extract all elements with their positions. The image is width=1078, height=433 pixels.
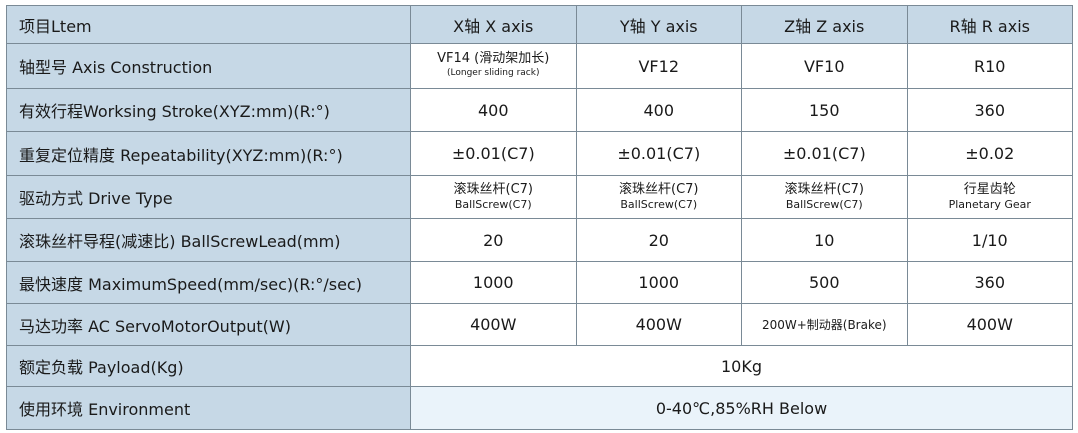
- cell-drive-x: 滚珠丝杆(C7) BallScrew(C7): [410, 175, 577, 219]
- cell-drive-r: 行星齿轮 Planetary Gear: [906, 175, 1073, 219]
- cell-lead-r: 1/10: [906, 218, 1073, 262]
- cell-drive-z-line2: BallScrew(C7): [785, 198, 863, 211]
- row-label-construction: 轴型号 Axis Construction: [6, 43, 411, 89]
- row-payload: 额定负载 Payload(Kg) 10Kg: [6, 345, 1073, 387]
- cell-speed-x: 1000: [410, 261, 577, 304]
- cell-payload-value: 10Kg: [410, 345, 1073, 387]
- cell-drive-r-line1: 行星齿轮: [963, 182, 1016, 197]
- cell-construction-x: VF14 (滑动架加长) (Longer sliding rack): [410, 43, 577, 89]
- row-working-stroke: 有效行程Worksing Stroke(XYZ:mm)(R:°) 400 400…: [6, 88, 1073, 132]
- row-label-speed: 最快速度 MaximumSpeed(mm/sec)(R:°/sec): [6, 261, 411, 304]
- row-label-motor: 马达功率 AC ServoMotorOutput(W): [6, 303, 411, 346]
- cell-environment-value: 0-40℃,85%RH Below: [410, 386, 1073, 430]
- cell-stroke-y: 400: [575, 88, 742, 132]
- cell-stroke-x: 400: [410, 88, 577, 132]
- cell-lead-y: 20: [575, 218, 742, 262]
- cell-motor-y: 400W: [575, 303, 742, 346]
- spec-table: 项目Ltem X轴 X axis Y轴 Y axis Z轴 Z axis R轴 …: [6, 5, 1073, 430]
- cell-construction-z: VF10: [741, 43, 908, 89]
- header-row: 项目Ltem X轴 X axis Y轴 Y axis Z轴 Z axis R轴 …: [6, 5, 1073, 44]
- cell-drive-x-line1: 滚珠丝杆(C7): [453, 182, 534, 197]
- cell-drive-y: 滚珠丝杆(C7) BallScrew(C7): [575, 175, 742, 219]
- row-drive-type: 驱动方式 Drive Type 滚珠丝杆(C7) BallScrew(C7) 滚…: [6, 175, 1073, 219]
- row-axis-construction: 轴型号 Axis Construction VF14 (滑动架加长) (Long…: [6, 43, 1073, 89]
- row-motor-output: 马达功率 AC ServoMotorOutput(W) 400W 400W 20…: [6, 303, 1073, 346]
- cell-drive-y-line2: BallScrew(C7): [620, 198, 698, 211]
- header-r-axis: R轴 R axis: [906, 5, 1073, 44]
- cell-lead-z: 10: [741, 218, 908, 262]
- cell-lead-x: 20: [410, 218, 577, 262]
- row-repeatability: 重复定位精度 Repeatability(XYZ:mm)(R:°) ±0.01(…: [6, 131, 1073, 176]
- cell-construction-x-line2: (Longer sliding rack): [447, 68, 540, 78]
- cell-speed-y: 1000: [575, 261, 742, 304]
- header-x-axis: X轴 X axis: [410, 5, 577, 44]
- cell-stroke-r: 360: [906, 88, 1073, 132]
- header-z-axis: Z轴 Z axis: [741, 5, 908, 44]
- cell-motor-x: 400W: [410, 303, 577, 346]
- cell-drive-x-line2: BallScrew(C7): [454, 198, 532, 211]
- cell-speed-z: 500: [741, 261, 908, 304]
- cell-stroke-z: 150: [741, 88, 908, 132]
- header-y-axis: Y轴 Y axis: [575, 5, 742, 44]
- cell-motor-z: 200W+制动器(Brake): [741, 303, 908, 346]
- cell-drive-r-line2: Planetary Gear: [948, 198, 1031, 211]
- cell-repeatability-x: ±0.01(C7): [410, 131, 577, 176]
- cell-construction-r: R10: [906, 43, 1073, 89]
- row-maximum-speed: 最快速度 MaximumSpeed(mm/sec)(R:°/sec) 1000 …: [6, 261, 1073, 304]
- cell-construction-y: VF12: [575, 43, 742, 89]
- header-item-label: 项目Ltem: [6, 5, 411, 44]
- row-label-payload: 额定负载 Payload(Kg): [6, 345, 411, 387]
- cell-construction-x-line1: VF14 (滑动架加长): [437, 51, 550, 66]
- cell-drive-z: 滚珠丝杆(C7) BallScrew(C7): [741, 175, 908, 219]
- cell-repeatability-z: ±0.01(C7): [741, 131, 908, 176]
- row-environment: 使用环境 Environment 0-40℃,85%RH Below: [6, 386, 1073, 430]
- cell-repeatability-r: ±0.02: [906, 131, 1073, 176]
- cell-drive-z-line1: 滚珠丝杆(C7): [784, 182, 865, 197]
- row-label-stroke: 有效行程Worksing Stroke(XYZ:mm)(R:°): [6, 88, 411, 132]
- row-ballscrew-lead: 滚珠丝杆导程(减速比) BallScrewLead(mm) 20 20 10 1…: [6, 218, 1073, 262]
- cell-speed-r: 360: [906, 261, 1073, 304]
- cell-drive-y-line1: 滚珠丝杆(C7): [619, 182, 699, 197]
- row-label-repeatability: 重复定位精度 Repeatability(XYZ:mm)(R:°): [6, 131, 411, 176]
- row-label-lead: 滚珠丝杆导程(减速比) BallScrewLead(mm): [6, 218, 411, 262]
- row-label-environment: 使用环境 Environment: [6, 386, 411, 430]
- cell-motor-r: 400W: [906, 303, 1073, 346]
- cell-repeatability-y: ±0.01(C7): [575, 131, 742, 176]
- row-label-drive: 驱动方式 Drive Type: [6, 175, 411, 219]
